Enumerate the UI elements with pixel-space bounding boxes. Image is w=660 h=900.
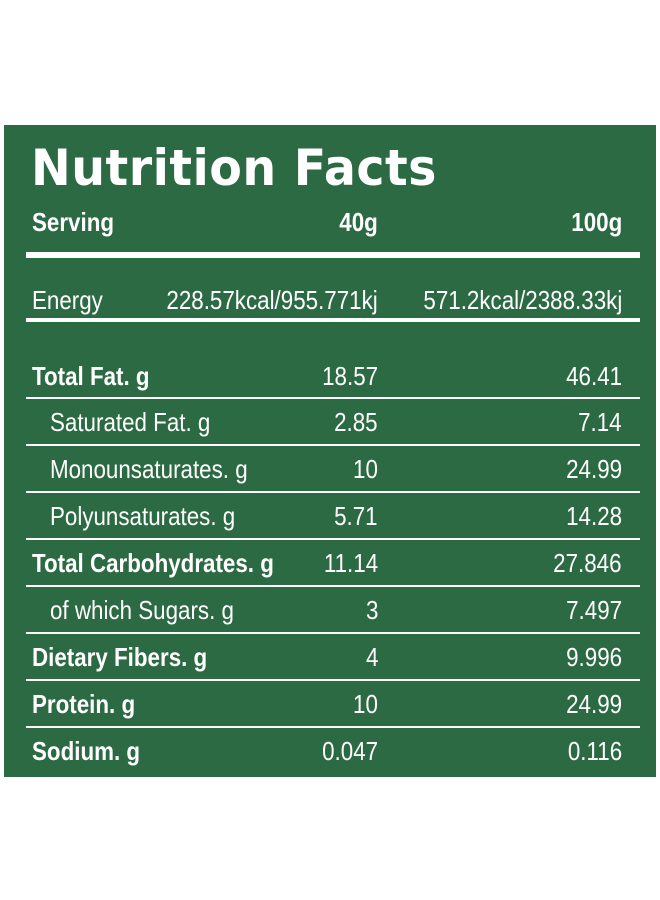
- nutrient-col2: 46.41: [566, 361, 622, 391]
- nutrient-label: Sodium. g: [32, 736, 141, 766]
- nutrient-label: Protein. g: [32, 689, 136, 719]
- energy-col2: 571.2kcal/2388.33kj: [423, 285, 622, 315]
- row-divider: [26, 726, 640, 728]
- row-divider: [26, 397, 640, 399]
- serving-col1: 40g: [339, 207, 378, 237]
- nutrient-col2: 14.28: [566, 501, 622, 531]
- row-divider: [26, 444, 640, 446]
- energy-col1: 228.57kcal/955.771kj: [166, 285, 378, 315]
- serving-label: Serving: [32, 207, 115, 237]
- nutrient-col1: 11.14: [323, 548, 378, 578]
- nutrient-label: Polyunsaturates. g: [50, 501, 236, 531]
- nutrient-label: Dietary Fibers. g: [32, 642, 208, 672]
- nutrient-col1: 4: [365, 642, 378, 672]
- nutrient-col2: 27.846: [553, 548, 622, 578]
- nutrient-col1: 10: [353, 689, 378, 719]
- nutrient-col1: 18.57: [322, 361, 378, 391]
- row-divider: [26, 538, 640, 540]
- nutrient-col1: 10: [353, 454, 378, 484]
- serving-header-row: Serving 40g 100g: [26, 207, 640, 241]
- row-divider: [26, 632, 640, 634]
- nutrient-label: Saturated Fat. g: [50, 407, 211, 437]
- header-divider: [26, 252, 640, 258]
- serving-col2: 100g: [571, 207, 622, 237]
- row-divider: [26, 491, 640, 493]
- row-divider: [26, 585, 640, 587]
- nutrient-label: of which Sugars. g: [50, 595, 234, 625]
- nutrient-label: Monounsaturates. g: [50, 454, 248, 484]
- nutrient-col1: 0.047: [322, 736, 378, 766]
- nutrient-col1: 5.71: [334, 501, 378, 531]
- nutrient-col2: 24.99: [566, 454, 622, 484]
- nutrient-col1: 2.85: [334, 407, 378, 437]
- nutrition-facts-panel: Nutrition Facts Serving 40g 100g Energy …: [0, 121, 660, 781]
- energy-row: Energy 228.57kcal/955.771kj 571.2kcal/23…: [26, 285, 640, 319]
- energy-divider: [26, 318, 640, 322]
- row-divider: [26, 679, 640, 681]
- nutrient-col2: 7.497: [566, 595, 622, 625]
- nutrient-col2: 9.996: [566, 642, 622, 672]
- energy-label: Energy: [32, 285, 103, 315]
- nutrient-col2: 0.116: [567, 736, 622, 766]
- nutrient-col2: 7.14: [578, 407, 622, 437]
- nutrient-col2: 24.99: [566, 689, 622, 719]
- nutrient-label: Total Carbohydrates. g: [32, 548, 274, 578]
- nutrient-label: Total Fat. g: [32, 361, 150, 391]
- nutrient-col1: 3: [365, 595, 378, 625]
- nutrition-facts-title: Nutrition Facts: [31, 139, 437, 197]
